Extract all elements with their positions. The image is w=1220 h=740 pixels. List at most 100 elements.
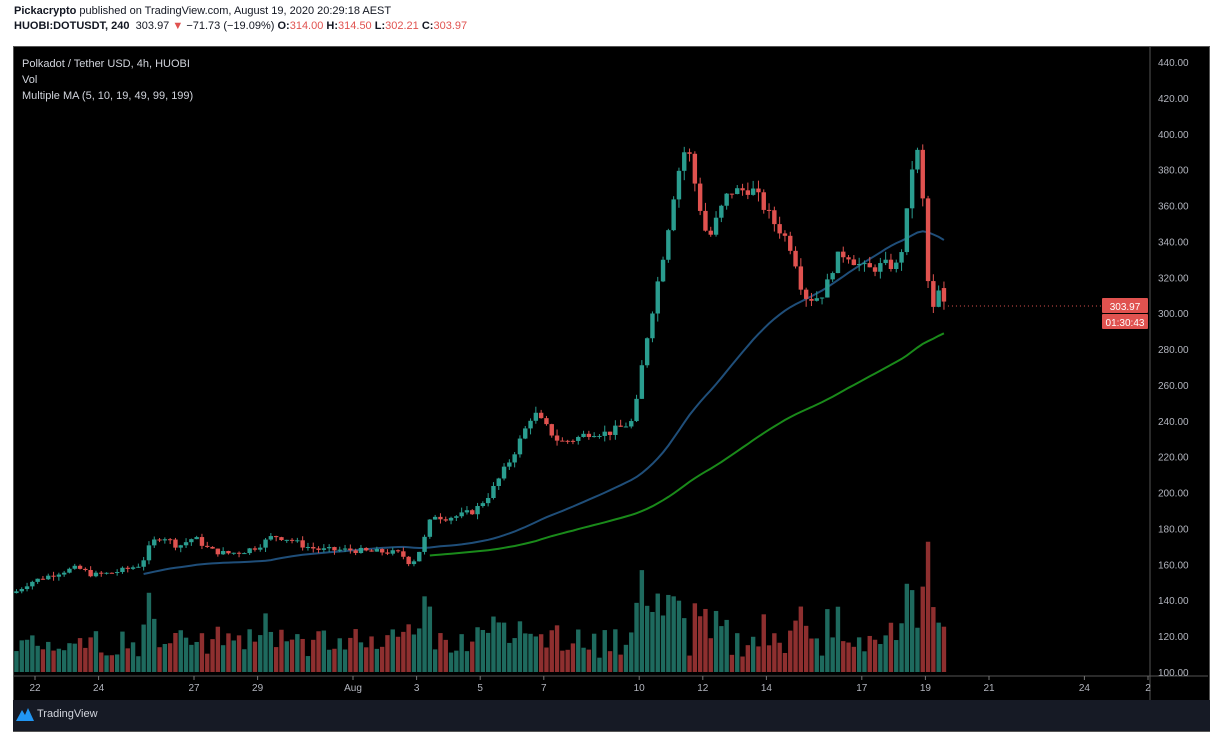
- candle-body: [247, 548, 252, 554]
- x-tick-label: 24: [1079, 683, 1091, 694]
- candle-body: [660, 259, 666, 282]
- volume-bar: [284, 641, 289, 672]
- volume-bar: [745, 645, 751, 672]
- y-tick-label: 400.00: [1158, 130, 1189, 141]
- y-tick-label: 360.00: [1158, 202, 1189, 213]
- candle-body: [268, 536, 274, 540]
- volume-bar: [114, 654, 120, 672]
- volume-bar: [432, 649, 438, 672]
- volume-bar: [326, 649, 332, 672]
- candle-body: [67, 568, 72, 573]
- x-tick-label: 3: [414, 683, 420, 694]
- volume-bar: [692, 603, 698, 672]
- candle-body: [417, 551, 422, 562]
- volume-bar: [93, 631, 99, 672]
- candle-body: [88, 570, 93, 577]
- candle-body: [549, 424, 554, 436]
- candle-body: [109, 572, 115, 574]
- volume-bar: [708, 638, 713, 672]
- volume-bar: [644, 605, 650, 672]
- volume-bar: [46, 641, 51, 672]
- volume-bar: [369, 636, 374, 672]
- candle-body: [729, 193, 735, 195]
- candle-body: [570, 440, 576, 442]
- candle-body: [618, 425, 623, 427]
- volume-bar: [819, 655, 825, 672]
- candle-body: [411, 561, 417, 565]
- volume-bar: [480, 629, 486, 672]
- x-tick-label: 5: [477, 683, 483, 694]
- candle-body: [682, 152, 687, 171]
- candle-body: [766, 209, 772, 211]
- volume-bar: [146, 592, 152, 672]
- candle-body: [496, 478, 501, 486]
- x-tick-label: 29: [252, 683, 264, 694]
- legend-moving-averages[interactable]: Multiple MA (5, 10, 19, 49, 99, 199): [22, 90, 194, 102]
- tradingview-logo[interactable]: TradingView: [16, 707, 98, 721]
- volume-bar: [210, 639, 215, 672]
- volume-bar: [761, 614, 766, 672]
- volume-bar: [342, 649, 348, 672]
- volume-bar: [750, 636, 756, 672]
- volume-bar: [19, 640, 24, 672]
- candle-body: [236, 552, 242, 554]
- candle-body: [83, 568, 88, 571]
- candle-body: [523, 428, 528, 439]
- volume-bar: [904, 583, 910, 672]
- candle-body: [19, 589, 24, 592]
- open-value: 314.00: [289, 20, 324, 32]
- volume-bar: [671, 596, 676, 672]
- candle-body: [925, 198, 931, 282]
- candle-body: [883, 259, 888, 264]
- candle-body: [788, 235, 793, 251]
- candle-body: [554, 435, 560, 441]
- volume-bar: [475, 627, 480, 672]
- volume-bar: [390, 629, 395, 672]
- volume-bar: [639, 570, 645, 672]
- candle-body: [613, 425, 618, 435]
- volume-bar: [120, 631, 125, 672]
- publish-header: Pickacrypto published on TradingView.com…: [14, 4, 467, 34]
- candle-body: [936, 290, 941, 307]
- last-price-tag: [1102, 298, 1148, 314]
- candle-body: [454, 516, 459, 518]
- candle-body: [517, 438, 523, 455]
- volume-bar: [422, 596, 427, 672]
- x-tick-label: 10: [634, 683, 646, 694]
- volume-bar: [666, 594, 671, 672]
- author[interactable]: Pickacrypto: [14, 5, 77, 17]
- volume-bar: [268, 631, 274, 672]
- candle-body: [703, 210, 708, 231]
- candle-body: [538, 412, 544, 419]
- volume-bar: [56, 648, 62, 672]
- candle-body: [215, 548, 221, 555]
- candle-body: [114, 572, 120, 574]
- candle-body: [491, 485, 496, 499]
- volume-bar: [920, 586, 925, 672]
- volume-bar: [374, 648, 380, 672]
- volume-bar: [311, 639, 316, 672]
- y-tick-label: 240.00: [1158, 417, 1189, 428]
- volume-bar: [491, 616, 496, 672]
- candle-body: [72, 565, 77, 569]
- candle-body: [311, 547, 316, 549]
- candle-body: [252, 548, 258, 550]
- y-tick-label: 120.00: [1158, 632, 1189, 643]
- legend-volume[interactable]: Vol: [22, 74, 38, 86]
- volume-bar: [576, 629, 581, 672]
- volume-bar: [411, 634, 417, 672]
- chart-frame: [13, 46, 1210, 732]
- volume-bar: [263, 613, 268, 672]
- close-value: 303.97: [433, 20, 468, 32]
- candle-body: [597, 435, 602, 437]
- x-tick-label: 21: [983, 683, 995, 694]
- candle-body: [602, 431, 607, 436]
- candle-body: [655, 281, 660, 314]
- candle-body: [358, 547, 364, 553]
- candle-body: [507, 462, 512, 467]
- volume-bar: [406, 624, 411, 672]
- candle-body: [167, 539, 173, 541]
- y-tick-label: 220.00: [1158, 453, 1189, 464]
- volume-bar: [77, 638, 83, 672]
